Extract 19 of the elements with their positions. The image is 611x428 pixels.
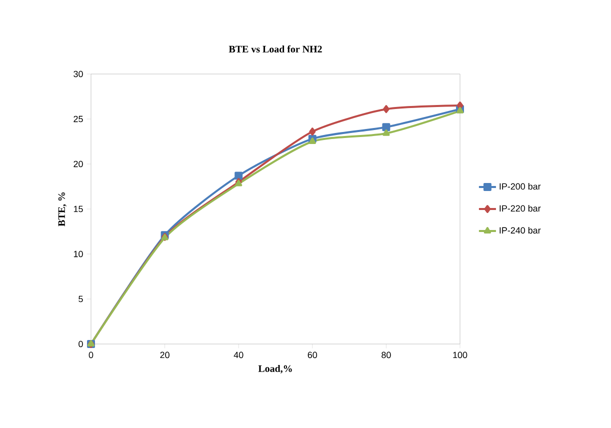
legend-label: IP-240 bar xyxy=(500,226,541,234)
y-tick-label: 5 xyxy=(78,296,83,302)
x-axis-title: Load,% xyxy=(258,364,292,374)
chart-title: BTE vs Load for NH2 xyxy=(228,45,322,52)
legend-label: IP-220 bar xyxy=(500,205,541,212)
legend-label: IP-200 bar xyxy=(500,183,541,190)
x-tick-label: 40 xyxy=(234,352,244,358)
y-tick-label: 0 xyxy=(78,340,83,348)
y-axis-title: BTE, % xyxy=(58,192,66,226)
y-tick-label: 25 xyxy=(74,116,83,122)
y-tick-label: 15 xyxy=(74,206,83,212)
x-tick-label: 100 xyxy=(453,352,468,358)
x-tick-label: 20 xyxy=(160,352,170,358)
y-tick-label: 20 xyxy=(74,160,83,168)
y-tick-label: 10 xyxy=(74,250,83,258)
x-tick-label: 80 xyxy=(382,352,391,358)
y-tick-label: 30 xyxy=(74,70,83,78)
x-tick-label: 60 xyxy=(308,352,318,358)
x-tick-label: 0 xyxy=(88,352,94,358)
